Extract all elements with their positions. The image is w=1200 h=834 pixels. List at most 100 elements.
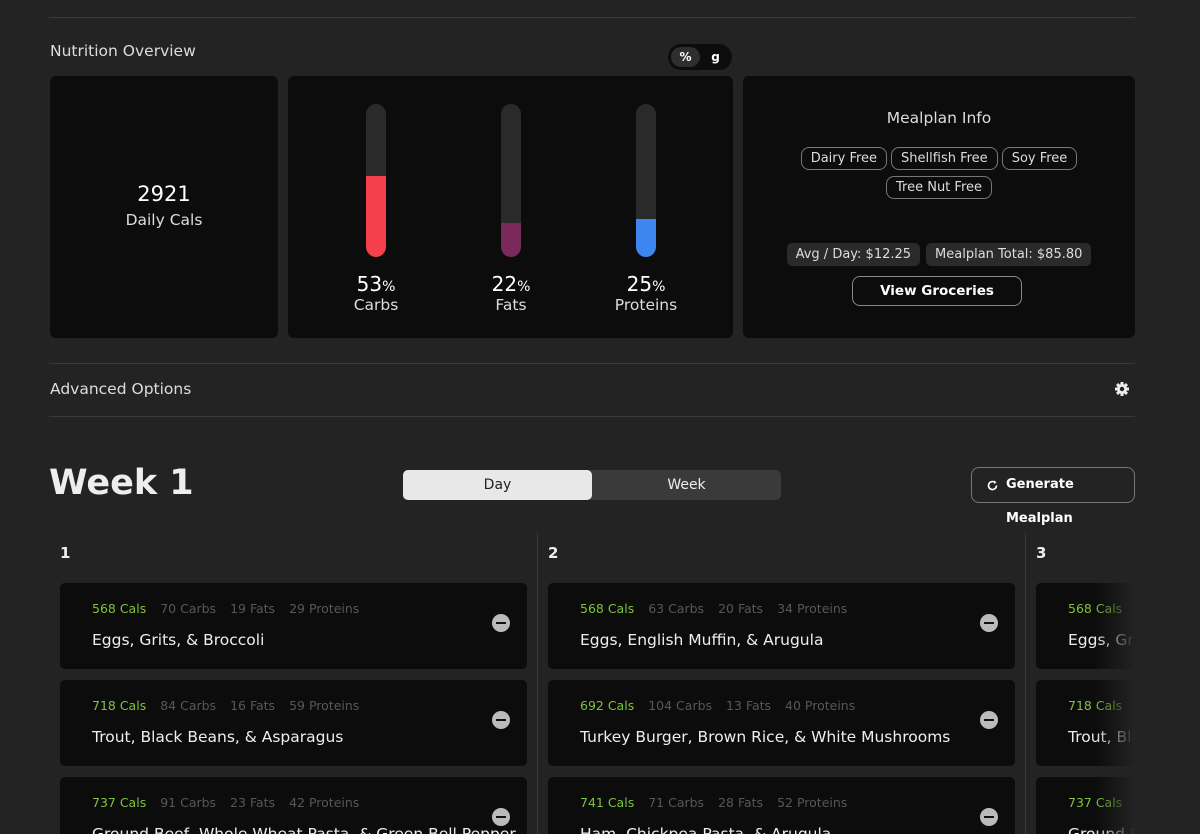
meal-cals: 692 Cals [580, 698, 635, 713]
meal-cals: 568 Cals [92, 601, 147, 616]
toggle-option[interactable]: % [671, 47, 700, 67]
unit-toggle[interactable]: % g [668, 44, 732, 70]
diet-tag: Dairy Free [800, 147, 888, 170]
gear-icon[interactable] [1114, 381, 1130, 397]
remove-button[interactable] [980, 808, 998, 826]
meal-proteins: 52 Proteins [777, 795, 848, 810]
meal-fats: 28 Fats [718, 795, 764, 810]
meal-cals: 718 Cals [92, 698, 147, 713]
meal-carbs: 84 Carbs [160, 698, 217, 713]
macro-bar [366, 175, 386, 257]
macro-number: 25 [626, 272, 653, 296]
divider [49, 416, 1135, 417]
macros-card: 53% Carbs 22% Fats 25% Proteins [288, 76, 733, 338]
macro-unit: % [652, 279, 666, 295]
info-title: Mealplan Info [886, 109, 992, 127]
meal-name: Ham, Chickpea Pasta, & Arugula [580, 825, 832, 834]
remove-button[interactable] [980, 711, 998, 729]
macro-name: Carbs [353, 296, 399, 314]
tab-week[interactable]: Week [667, 477, 706, 493]
meal-stats: 568 Cals 63 Carbs 20 Fats 34 Proteins [580, 601, 861, 616]
meal-proteins: 59 Proteins [289, 698, 360, 713]
remove-button[interactable] [980, 614, 998, 632]
macro-unit: % [382, 279, 396, 295]
section-title: Nutrition Overview [50, 42, 196, 60]
macro-bar [501, 223, 521, 257]
day-label: 2 [548, 544, 559, 562]
meal-stats: 692 Cals 104 Carbs 13 Fats 40 Proteins [580, 698, 869, 713]
week-title: Week 1 [49, 463, 194, 503]
meal-carbs: 104 Carbs [648, 698, 713, 713]
generate-label: Generate Mealplan [1006, 477, 1074, 526]
macro-name: Fats [495, 296, 527, 314]
meal-name: Eggs, English Muffin, & Arugula [580, 631, 824, 649]
macro-value: 53% [316, 272, 436, 296]
meal-card[interactable]: 692 Cals 104 Carbs 13 Fats 40 Proteins Turke… [548, 680, 1015, 766]
refresh-icon [987, 480, 998, 491]
avg-day: Avg / Day: $12.25 [786, 243, 921, 266]
tab-day[interactable]: Day [403, 470, 592, 500]
meal-card[interactable]: 737 Cals 91 Carbs 23 Fats 42 Proteins Ground… [60, 777, 527, 834]
meal-cals: 741 Cals [580, 795, 635, 810]
day-column: 2 568 Cals 63 Carbs 20 Fats 34 Proteins Eggs,… [538, 533, 1025, 834]
advanced-options[interactable]: Advanced Options [50, 380, 192, 398]
meal-name: Trout, Black Beans, & Asparagus [92, 728, 344, 746]
view-tabs: Day Week [403, 470, 781, 500]
macro-number: 22 [491, 272, 518, 296]
macro-value: 25% [586, 272, 706, 296]
column-divider [537, 533, 538, 834]
meal-card[interactable]: 568 Cals 63 Carbs 20 Fats 34 Proteins Eggs, … [548, 583, 1015, 669]
meal-fats: 19 Fats [230, 601, 276, 616]
generate-button[interactable]: Generate Mealplan [971, 467, 1135, 526]
divider [49, 363, 1135, 364]
meal-fats: 23 Fats [230, 795, 276, 810]
meal-stats: 568 Cals 70 Carbs 19 Fats 29 Proteins [92, 601, 373, 616]
meal-stats: 718 Cals 84 Carbs 16 Fats 59 Proteins [92, 698, 373, 713]
costs: Avg / Day: $12.25 Mealplan Total: $85.80 [743, 243, 1135, 266]
meal-card[interactable]: 568 Cals 70 Carbs 19 Fats 29 Proteins Eggs, … [60, 583, 527, 669]
meal-card[interactable]: 718 Cals 84 Carbs 16 Fats 59 Proteins Trout,… [60, 680, 527, 766]
tags: Dairy Free Shellfish Free Soy Free Tree Nut… [773, 147, 1105, 205]
macro-track [366, 104, 386, 257]
meal-fats: 20 Fats [718, 601, 764, 616]
meal-cals: 737 Cals [92, 795, 147, 810]
cals-value: 2921 [137, 182, 191, 206]
meal-name: Eggs, Grits, & Broccoli [92, 631, 265, 649]
day-label: 1 [60, 544, 71, 562]
macro-bar [636, 218, 656, 257]
meal-proteins: 29 Proteins [289, 601, 360, 616]
diet-tag: Tree Nut Free [886, 176, 992, 199]
meal-proteins: 42 Proteins [289, 795, 360, 810]
total: Mealplan Total: $85.80 [926, 243, 1092, 266]
meal-name: Turkey Burger, Brown Rice, & White Mushr… [580, 728, 951, 746]
remove-button[interactable] [492, 808, 510, 826]
meal-proteins: 40 Proteins [785, 698, 856, 713]
meal-stats: 741 Cals 71 Carbs 28 Fats 52 Proteins [580, 795, 861, 810]
toggle-option[interactable]: g [711, 50, 720, 64]
meal-carbs: 91 Carbs [160, 795, 217, 810]
meal-fats: 13 Fats [726, 698, 772, 713]
days-board: 1 568 Cals 70 Carbs 19 Fats 29 Proteins Eggs,… [50, 533, 1135, 834]
meal-proteins: 34 Proteins [777, 601, 848, 616]
meal-carbs: 70 Carbs [160, 601, 217, 616]
daily-cals-card: 2921 Daily Cals [50, 76, 278, 338]
view-groceries-button[interactable]: View Groceries [852, 276, 1022, 306]
diet-tag: Shellfish Free [891, 147, 998, 170]
meal-carbs: 63 Carbs [648, 601, 705, 616]
remove-button[interactable] [492, 711, 510, 729]
mealplan-info-card: Mealplan Info Dairy Free Shellfish Free So… [743, 76, 1135, 338]
cals-label: Daily Cals [125, 211, 203, 229]
meal-card[interactable]: 741 Cals 71 Carbs 28 Fats 52 Proteins Ham, C… [548, 777, 1015, 834]
meal-name: Ground Beef, Whole Wheat Pasta, & Green … [92, 825, 516, 834]
macro-value: 22% [451, 272, 571, 296]
macro-number: 53 [356, 272, 383, 296]
remove-button[interactable] [492, 614, 510, 632]
fade [1095, 533, 1135, 834]
divider [49, 17, 1135, 18]
meal-stats: 737 Cals 91 Carbs 23 Fats 42 Proteins [92, 795, 373, 810]
meal-fats: 16 Fats [230, 698, 276, 713]
day-label: 3 [1036, 544, 1047, 562]
meal-cals: 568 Cals [580, 601, 635, 616]
meal-carbs: 71 Carbs [648, 795, 705, 810]
